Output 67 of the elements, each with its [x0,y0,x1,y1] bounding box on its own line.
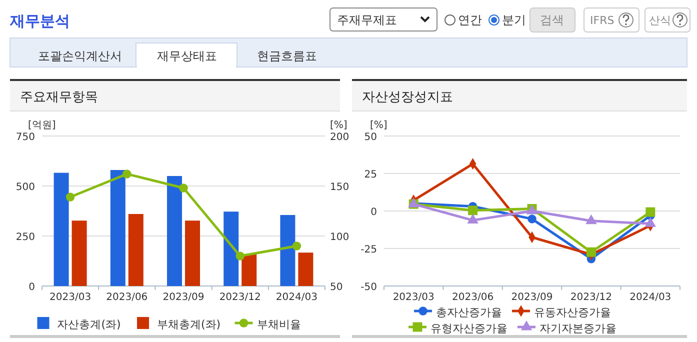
point [236,252,244,260]
x-tick-label: 2024/03 [276,292,318,303]
legend-label: 부채비율 [256,318,301,331]
y-tick-label: 750 [16,132,35,143]
text: 검색 [540,13,564,27]
y-tick-label: 500 [16,182,35,193]
y-axis-title: [%] [370,120,388,131]
legend-label: 자산총계(좌) [57,318,121,331]
y-axis-title: [억원] [28,120,56,131]
y-tick-label: -25 [360,244,377,256]
x-tick-label: 2023/03 [392,292,434,303]
y-tick-label: 50 [364,132,377,143]
point [646,207,656,217]
y2-tick-label: 100 [330,232,350,243]
bar [242,254,257,286]
bar [298,252,314,286]
point [122,170,132,178]
x-tick-label: 2024/03 [630,292,672,303]
y-tick-label: 25 [364,170,377,180]
legend-label: 자기자본증가율 [540,322,616,335]
bar [128,214,144,286]
point [467,214,478,224]
y2-axis-title: [%] [330,120,348,131]
y2-tick-label: 50 [330,282,343,293]
legend-label: 유형자산증가율 [430,322,508,335]
y-tick-label: 250 [16,232,35,243]
x-tick-label: 2023/12 [570,292,612,303]
bar [167,176,182,286]
point [179,184,188,192]
legend-label: 유동자산증가율 [534,306,611,319]
y-tick-label: 0 [370,207,377,218]
text: 연간 [458,13,482,27]
bar [72,220,87,286]
text: 주재무제표 [337,13,397,27]
point [528,214,536,224]
bar [185,220,200,286]
text: IFRS [590,14,614,27]
chart-title: 자산성장성지표 [362,90,453,105]
y2-tick-label: 200 [330,132,350,143]
y2-tick-label: 150 [330,182,350,193]
chart-title: 주요재무항목 [20,90,98,105]
bar [280,215,296,286]
text: 재무상태표 [157,49,217,63]
x-tick-label: 2023/09 [511,292,553,303]
bar [110,170,126,286]
text: 재무분석 [9,12,70,30]
point [66,192,75,202]
text: 분기 [502,13,526,27]
legend-label: 총자산증가율 [436,306,502,319]
legend-label: 부채총계(좌) [157,318,221,331]
text: 현금흐름표 [257,49,317,63]
x-tick-label: 2023/06 [452,292,494,303]
point [644,217,656,227]
y-tick-label: -50 [360,282,377,293]
y-tick-label: 0 [28,282,35,293]
x-tick-label: 2023/09 [162,292,204,303]
point [586,214,597,224]
point [586,247,596,257]
x-tick-label: 2023/06 [106,292,148,303]
x-tick-label: 2023/12 [219,292,261,303]
x-tick-label: 2023/03 [50,292,92,303]
bar [54,172,69,286]
bar [224,212,239,286]
text: 포괄손익계산서 [38,49,122,63]
point [468,206,478,216]
point [292,242,302,250]
text: 산식 [649,14,671,27]
